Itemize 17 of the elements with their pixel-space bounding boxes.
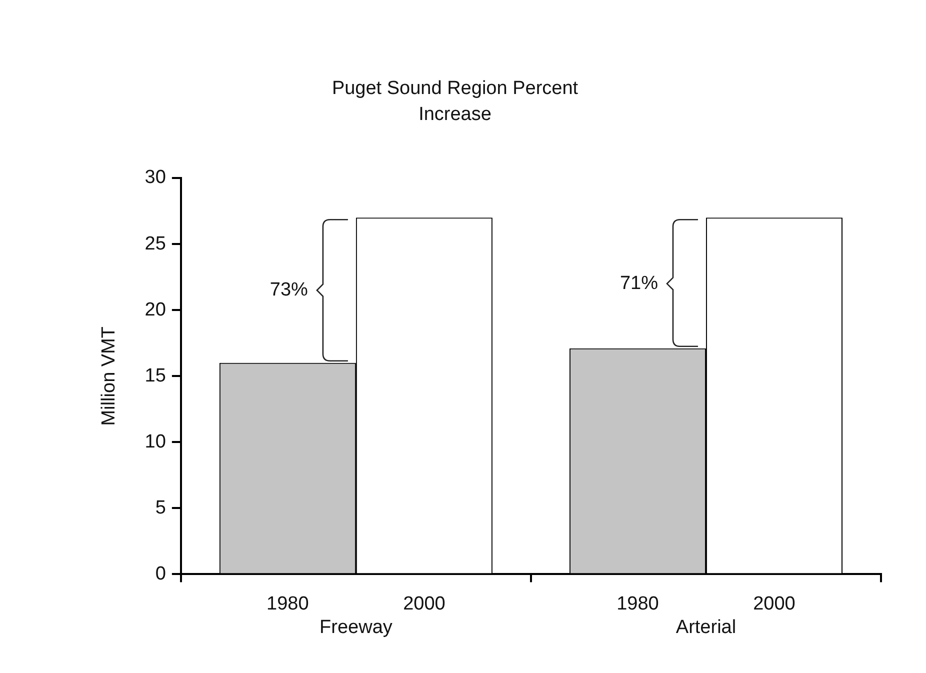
y-tick-label: 30 — [144, 167, 166, 188]
y-tick-label: 5 — [155, 497, 166, 518]
text: 2000 — [753, 593, 796, 614]
y-tick-label: 25 — [144, 233, 166, 254]
annotation: 73% — [270, 279, 308, 300]
series-label: 2000 — [403, 593, 446, 614]
series-label: 1980 — [266, 593, 309, 614]
x-tick-label: Freeway — [320, 616, 393, 638]
x-tick-label: Arterial — [676, 616, 736, 638]
y-tick-label: 15 — [144, 365, 166, 386]
y-axis-title: Million VMT — [98, 326, 120, 426]
y-tick-label: 10 — [144, 431, 166, 452]
y-tick-label: 20 — [144, 299, 166, 320]
text: 1980 — [616, 593, 659, 614]
chart-title: Puget Sound Region Percent Increase — [330, 77, 580, 127]
y-tick-label: 0 — [155, 563, 166, 584]
annotation: 71% — [620, 272, 658, 294]
